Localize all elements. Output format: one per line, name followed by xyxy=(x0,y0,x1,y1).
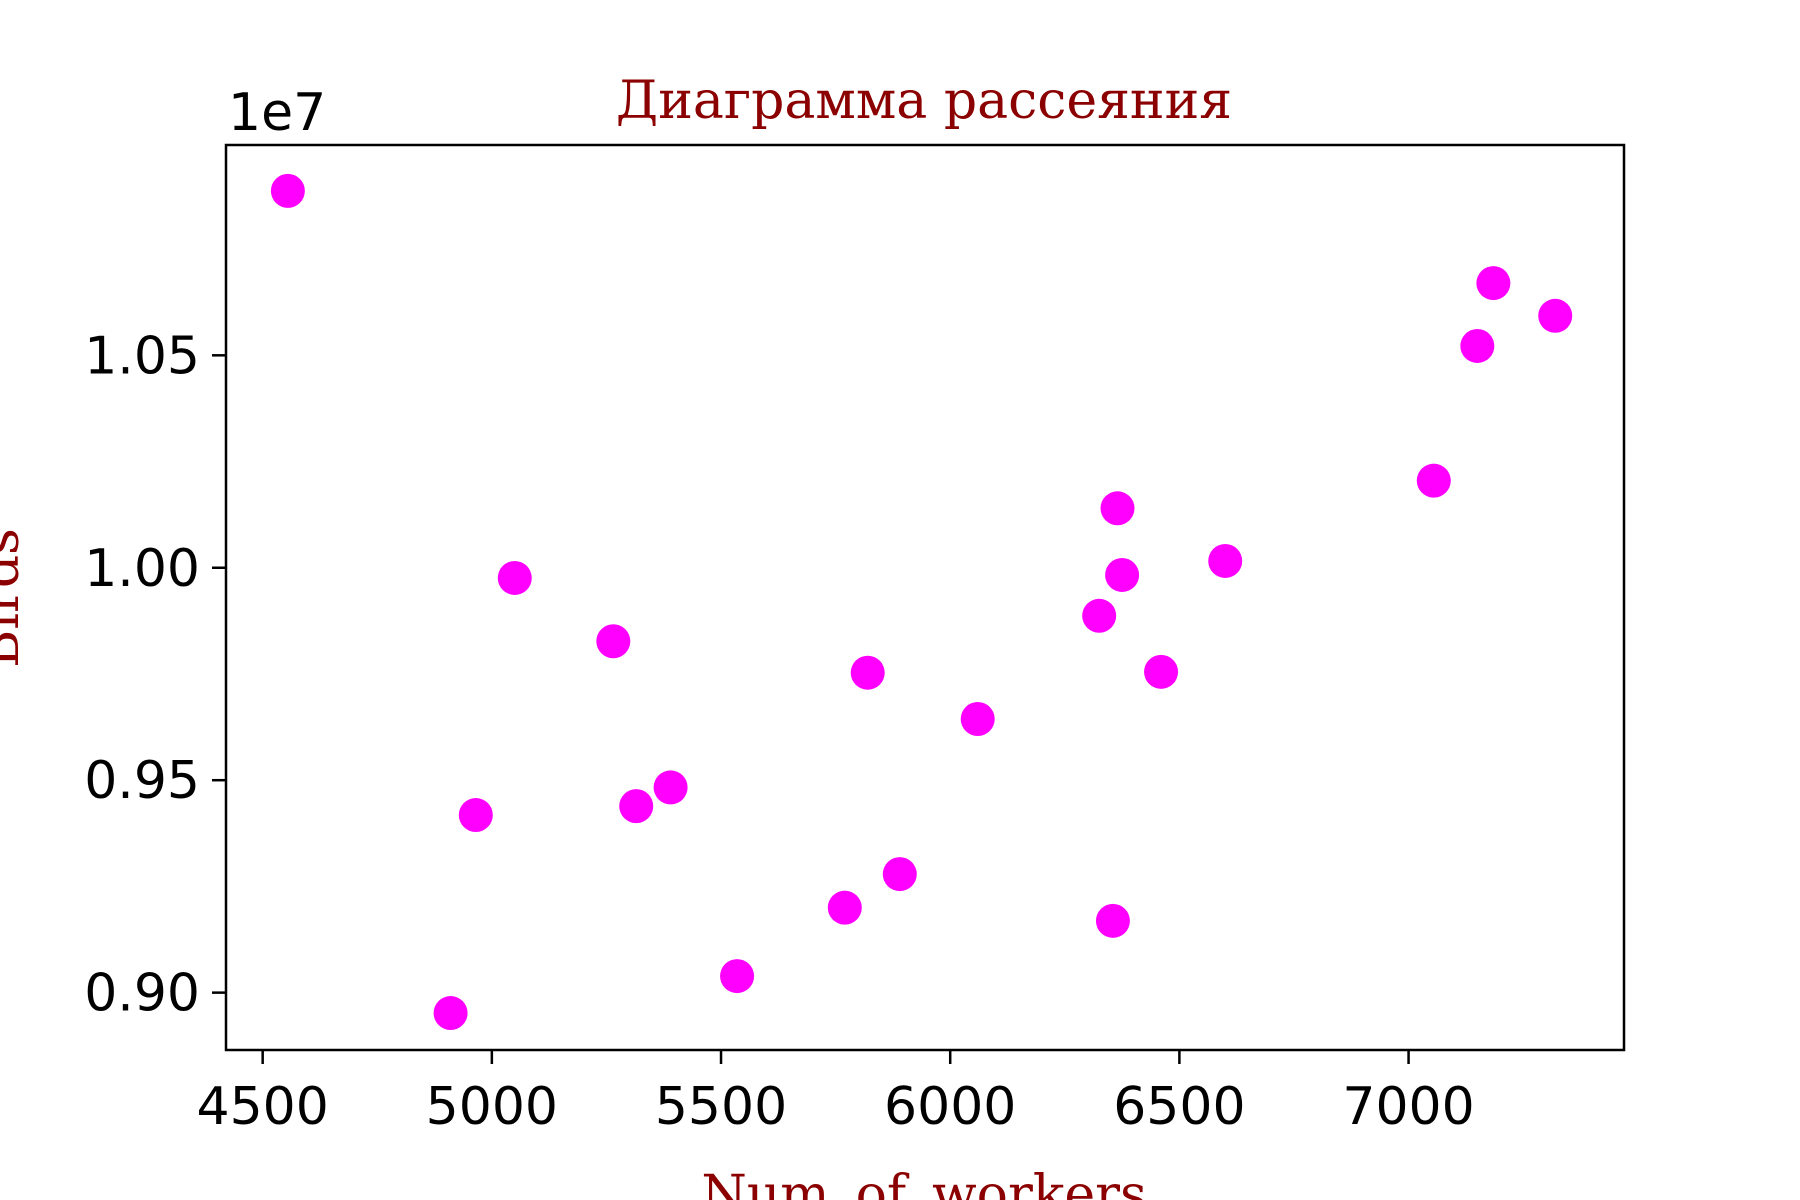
plot-frame xyxy=(224,143,1626,1052)
x-axis-ticks: 4500 5000 5500 6000 6500 7000 xyxy=(196,1050,1475,1137)
data-point xyxy=(1095,903,1130,938)
y-tick-label: 1.05 xyxy=(84,326,200,386)
data-point xyxy=(1208,543,1243,578)
x-tick-label: 5000 xyxy=(426,1077,558,1137)
y-axis-ticks: 0.90 0.95 1.00 1.05 xyxy=(84,326,226,1024)
data-point xyxy=(960,702,995,737)
data-point xyxy=(1476,266,1511,301)
data-point xyxy=(270,173,305,208)
chart-title: Диаграмма рассеяния xyxy=(616,71,1232,131)
data-point xyxy=(1538,298,1573,333)
y-axis-label: Birds xyxy=(0,528,31,668)
y-tick-label: 0.95 xyxy=(84,751,200,811)
data-point xyxy=(1082,598,1117,633)
x-tick-label: 6500 xyxy=(1113,1077,1245,1137)
data-point xyxy=(882,857,917,892)
data-point xyxy=(653,770,688,805)
data-point xyxy=(1105,557,1140,592)
data-point xyxy=(827,890,862,925)
data-point xyxy=(497,560,532,595)
y-tick-label: 0.90 xyxy=(84,964,200,1024)
data-point xyxy=(1100,491,1135,526)
data-point xyxy=(433,996,468,1031)
x-tick-label: 4500 xyxy=(196,1077,328,1137)
data-points xyxy=(270,173,1573,1031)
data-point xyxy=(850,655,885,690)
data-point xyxy=(1460,328,1495,363)
data-point xyxy=(1416,463,1451,498)
y-axis-offset-label: 1e7 xyxy=(228,83,326,143)
x-tick-label: 7000 xyxy=(1342,1077,1474,1137)
data-point xyxy=(596,624,631,659)
data-point xyxy=(619,789,654,824)
data-point xyxy=(1144,654,1179,689)
x-tick-label: 6000 xyxy=(884,1077,1016,1137)
data-point xyxy=(720,959,755,994)
x-axis-label: Num_of_workers xyxy=(701,1165,1146,1200)
y-tick-label: 1.00 xyxy=(84,539,200,599)
data-point xyxy=(458,798,493,833)
x-tick-label: 5500 xyxy=(655,1077,787,1137)
